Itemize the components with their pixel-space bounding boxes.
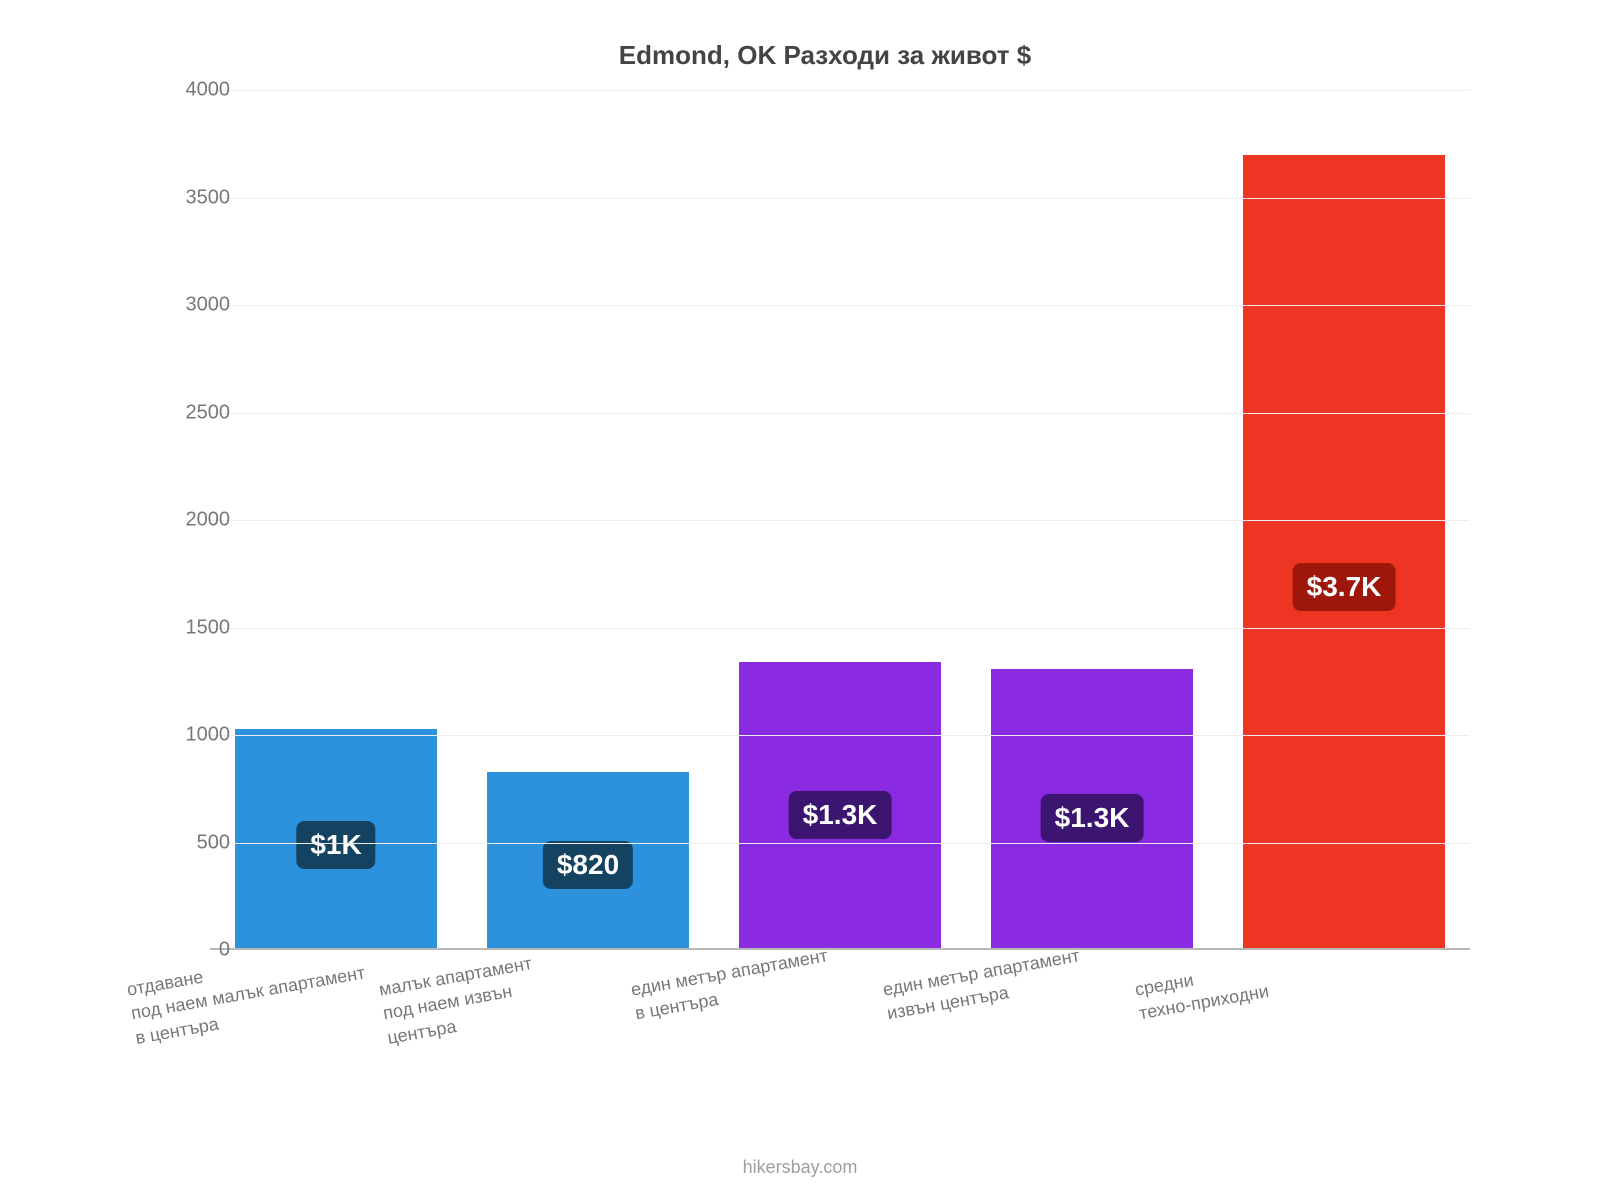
grid-line [210,520,1470,521]
grid-line [210,628,1470,629]
cost-of-living-chart: Edmond, OK Разходи за живот $ $1K $820 $1.… [150,40,1500,1080]
y-tick-label: 3500 [170,186,230,209]
bar-value-label: $1.3K [1041,794,1144,842]
bar [1243,155,1445,948]
bar-value-label: $3.7K [1293,563,1396,611]
x-tick-label: отдаване под наем малък апартамент в цен… [125,937,371,1050]
grid-line [210,90,1470,91]
grid-line [210,735,1470,736]
y-tick-label: 1000 [170,724,230,747]
y-tick-label: 3000 [170,294,230,317]
plot-area: $1K $820 $1.3K $1.3K $3.7K [210,90,1470,950]
grid-line [210,843,1470,844]
bar-value-label: $1K [296,821,375,869]
grid-line [210,305,1470,306]
grid-line [210,198,1470,199]
y-tick-label: 2000 [170,509,230,532]
bars-layer: $1K $820 $1.3K $1.3K $3.7K [210,90,1470,948]
x-axis-labels: отдаване под наем малък апартамент в цен… [210,960,1470,1120]
chart-footer: hikersbay.com [0,1157,1600,1178]
chart-title: Edmond, OK Разходи за живот $ [150,40,1500,71]
y-tick-label: 4000 [170,79,230,102]
bar-value-label: $1.3K [789,791,892,839]
x-tick-label: средни техно-приходни [1133,955,1271,1026]
y-tick-label: 0 [170,939,230,962]
y-tick-label: 500 [170,831,230,854]
y-tick-label: 2500 [170,401,230,424]
x-tick-label: един метър апартамент в центъра [629,943,834,1025]
grid-line [210,413,1470,414]
x-tick-label: един метър апартамент извън центъра [881,943,1086,1025]
bar-value-label: $820 [543,841,633,889]
x-tick-label: малък апартамент под наем извън центъра [377,951,542,1050]
y-tick-label: 1500 [170,616,230,639]
